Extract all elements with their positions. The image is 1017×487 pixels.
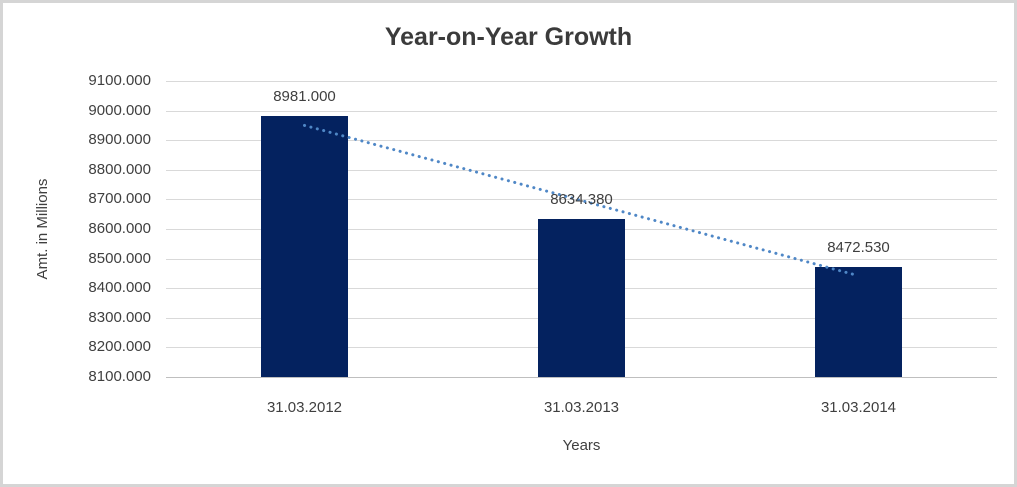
x-tick-label: 31.03.2013 — [543, 399, 620, 416]
x-tick-label: 31.03.2014 — [820, 399, 897, 416]
y-tick-label: 8700.000 — [88, 190, 151, 208]
y-axis-title: Amt. in Millions — [34, 178, 51, 280]
bar — [815, 266, 902, 377]
y-tick-label: 9100.000 — [88, 72, 151, 89]
x-tick-label: 31.03.2012 — [266, 399, 343, 416]
plot-area — [166, 81, 997, 378]
data-label: 8472.530 — [827, 238, 890, 256]
y-tick-label: 8300.000 — [88, 308, 151, 326]
y-gridline — [166, 110, 997, 112]
x-axis-line — [166, 377, 997, 378]
data-label: 8981.000 — [273, 88, 336, 106]
bar — [538, 218, 625, 377]
y-gridline — [166, 81, 997, 82]
y-tick-label: 8800.000 — [88, 160, 151, 178]
x-axis-title: Years — [562, 437, 601, 454]
y-tick-label: 8200.000 — [88, 338, 151, 356]
data-label: 8634.380 — [550, 190, 613, 208]
y-tick-label: 8900.000 — [88, 131, 151, 149]
y-tick-label: 9000.000 — [88, 101, 151, 119]
y-tick-label: 8500.000 — [88, 249, 151, 267]
bar — [261, 116, 348, 377]
y-tick-label: 8100.000 — [88, 368, 151, 385]
y-tick-label: 8400.000 — [88, 279, 151, 297]
chart-title: Year-on-Year Growth — [384, 23, 633, 51]
y-tick-label: 8600.000 — [88, 220, 151, 237]
